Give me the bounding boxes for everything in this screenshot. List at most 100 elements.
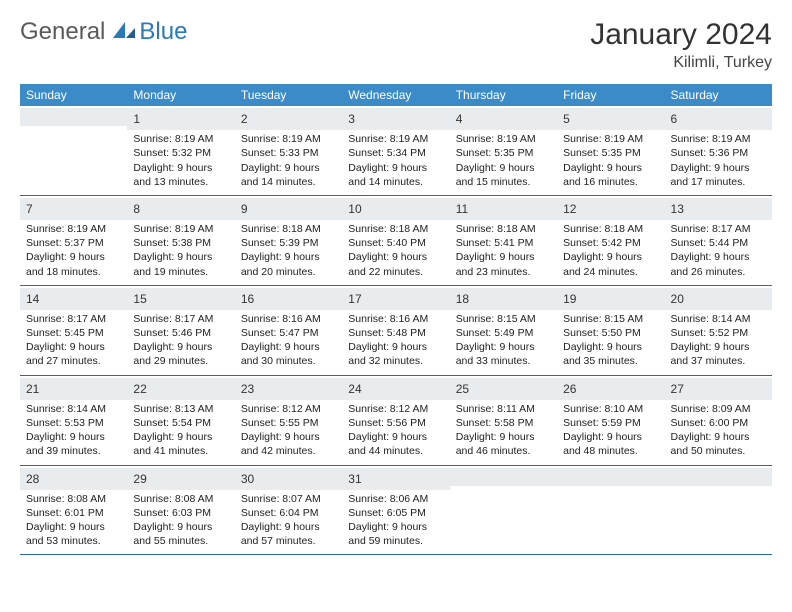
day-info-line: Sunset: 5:44 PM [671, 236, 766, 250]
day-info-line: and 18 minutes. [26, 265, 121, 279]
day-info-line: Daylight: 9 hours [456, 340, 551, 354]
day-info-line: and 32 minutes. [348, 354, 443, 368]
day-info-line: Sunrise: 8:11 AM [456, 402, 551, 416]
day-info-line: Sunset: 5:47 PM [241, 326, 336, 340]
day-number: 19 [557, 288, 664, 310]
calendar-body: 1Sunrise: 8:19 AMSunset: 5:32 PMDaylight… [20, 106, 772, 555]
day-info-line: Sunset: 5:34 PM [348, 146, 443, 160]
calendar-day-cell: 25 Sunrise: 8:11 AMSunset: 5:58 PMDayligh… [450, 375, 557, 465]
day-info-line: Sunrise: 8:18 AM [456, 222, 551, 236]
day-info-line: Sunset: 6:01 PM [26, 506, 121, 520]
calendar-day-cell: 21Sunrise: 8:14 AMSunset: 5:53 PMDayligh… [20, 375, 127, 465]
day-number: 31 [342, 468, 449, 490]
calendar-week-row: 21Sunrise: 8:14 AMSunset: 5:53 PMDayligh… [20, 375, 772, 465]
day-info-line: Sunset: 5:32 PM [133, 146, 228, 160]
location: Kilimli, Turkey [590, 54, 772, 72]
page-header: General Blue January 2024 Kilimli, Turke… [20, 18, 772, 72]
day-number: 2 [235, 108, 342, 130]
day-number: 24 [342, 378, 449, 400]
calendar-day-cell: 28Sunrise: 8:08 AMSunset: 6:01 PMDayligh… [20, 465, 127, 555]
day-number: 5 [557, 108, 664, 130]
day-info-line: Sunrise: 8:14 AM [671, 312, 766, 326]
day-info-line: Sunrise: 8:12 AM [241, 402, 336, 416]
calendar-page: General Blue January 2024 Kilimli, Turke… [0, 0, 792, 573]
day-number: 14 [20, 288, 127, 310]
day-info-line: Sunset: 6:00 PM [671, 416, 766, 430]
day-info-line: and 14 minutes. [348, 175, 443, 189]
day-header: Tuesday [235, 84, 342, 106]
day-info-line: Sunset: 5:54 PM [133, 416, 228, 430]
day-number: 16 [235, 288, 342, 310]
day-info-line: Sunset: 5:39 PM [241, 236, 336, 250]
day-info-line: Sunset: 5:33 PM [241, 146, 336, 160]
day-info-line: Daylight: 9 hours [133, 520, 228, 534]
day-info-line: and 33 minutes. [456, 354, 551, 368]
day-info-line: and 14 minutes. [241, 175, 336, 189]
day-number: 7 [20, 198, 127, 220]
day-info-line: and 44 minutes. [348, 444, 443, 458]
calendar-week-row: 1Sunrise: 8:19 AMSunset: 5:32 PMDaylight… [20, 106, 772, 195]
day-info-line: Sunrise: 8:19 AM [133, 222, 228, 236]
day-info-line: and 17 minutes. [671, 175, 766, 189]
day-info-line: Sunset: 5:48 PM [348, 326, 443, 340]
day-info-line: Sunrise: 8:19 AM [671, 132, 766, 146]
day-info-line: Sunrise: 8:07 AM [241, 492, 336, 506]
day-info-line: Daylight: 9 hours [133, 250, 228, 264]
day-number: 8 [127, 198, 234, 220]
day-info-line: Daylight: 9 hours [241, 430, 336, 444]
day-info-line: and 15 minutes. [456, 175, 551, 189]
day-info-line: Sunset: 5:55 PM [241, 416, 336, 430]
calendar-day-cell: 9Sunrise: 8:18 AMSunset: 5:39 PMDaylight… [235, 195, 342, 285]
day-info-line: Sunset: 5:53 PM [26, 416, 121, 430]
day-info-line: Sunset: 5:58 PM [456, 416, 551, 430]
day-number: 13 [665, 198, 772, 220]
day-info-line: Sunrise: 8:16 AM [241, 312, 336, 326]
day-info-line: Daylight: 9 hours [241, 520, 336, 534]
calendar-day-cell: 19Sunrise: 8:15 AMSunset: 5:50 PMDayligh… [557, 285, 664, 375]
day-number [450, 468, 557, 486]
calendar-day-cell: 17Sunrise: 8:16 AMSunset: 5:48 PMDayligh… [342, 285, 449, 375]
day-info-line: Sunrise: 8:18 AM [348, 222, 443, 236]
day-info-line: Daylight: 9 hours [26, 340, 121, 354]
calendar-day-cell [665, 465, 772, 555]
calendar-table: SundayMondayTuesdayWednesdayThursdayFrid… [20, 84, 772, 555]
day-info-line: Daylight: 9 hours [26, 430, 121, 444]
day-info-line: Sunrise: 8:18 AM [563, 222, 658, 236]
day-info-line: and 30 minutes. [241, 354, 336, 368]
logo-sail-icon [111, 20, 137, 45]
day-info-line: Sunrise: 8:15 AM [456, 312, 551, 326]
calendar-day-cell: 31Sunrise: 8:06 AMSunset: 6:05 PMDayligh… [342, 465, 449, 555]
day-number: 25 [450, 378, 557, 400]
day-info-line: Sunrise: 8:17 AM [671, 222, 766, 236]
day-number: 6 [665, 108, 772, 130]
day-info-line: and 37 minutes. [671, 354, 766, 368]
day-info-line: Daylight: 9 hours [671, 340, 766, 354]
day-number: 4 [450, 108, 557, 130]
day-info-line: Sunset: 6:05 PM [348, 506, 443, 520]
day-info-line: Sunrise: 8:13 AM [133, 402, 228, 416]
day-header: Sunday [20, 84, 127, 106]
title-block: January 2024 Kilimli, Turkey [590, 18, 772, 72]
day-number: 29 [127, 468, 234, 490]
day-info-line: Sunset: 5:46 PM [133, 326, 228, 340]
day-header: Wednesday [342, 84, 449, 106]
day-info-line: Sunrise: 8:06 AM [348, 492, 443, 506]
day-info-line: and 22 minutes. [348, 265, 443, 279]
day-info-line: Sunset: 5:35 PM [456, 146, 551, 160]
calendar-day-cell [20, 106, 127, 195]
day-info-line: Daylight: 9 hours [456, 430, 551, 444]
calendar-day-cell: 3Sunrise: 8:19 AMSunset: 5:34 PMDaylight… [342, 106, 449, 195]
day-info-line: Sunrise: 8:18 AM [241, 222, 336, 236]
day-number [557, 468, 664, 486]
calendar-day-cell: 15Sunrise: 8:17 AMSunset: 5:46 PMDayligh… [127, 285, 234, 375]
calendar-day-cell: 8Sunrise: 8:19 AMSunset: 5:38 PMDaylight… [127, 195, 234, 285]
day-info-line: Daylight: 9 hours [348, 430, 443, 444]
day-number: 26 [557, 378, 664, 400]
logo: General Blue [20, 18, 187, 46]
day-info-line: Daylight: 9 hours [133, 430, 228, 444]
day-info-line: Sunset: 5:36 PM [671, 146, 766, 160]
day-info-line: Sunrise: 8:19 AM [241, 132, 336, 146]
calendar-day-cell [450, 465, 557, 555]
day-number [665, 468, 772, 486]
day-info-line: Daylight: 9 hours [241, 250, 336, 264]
